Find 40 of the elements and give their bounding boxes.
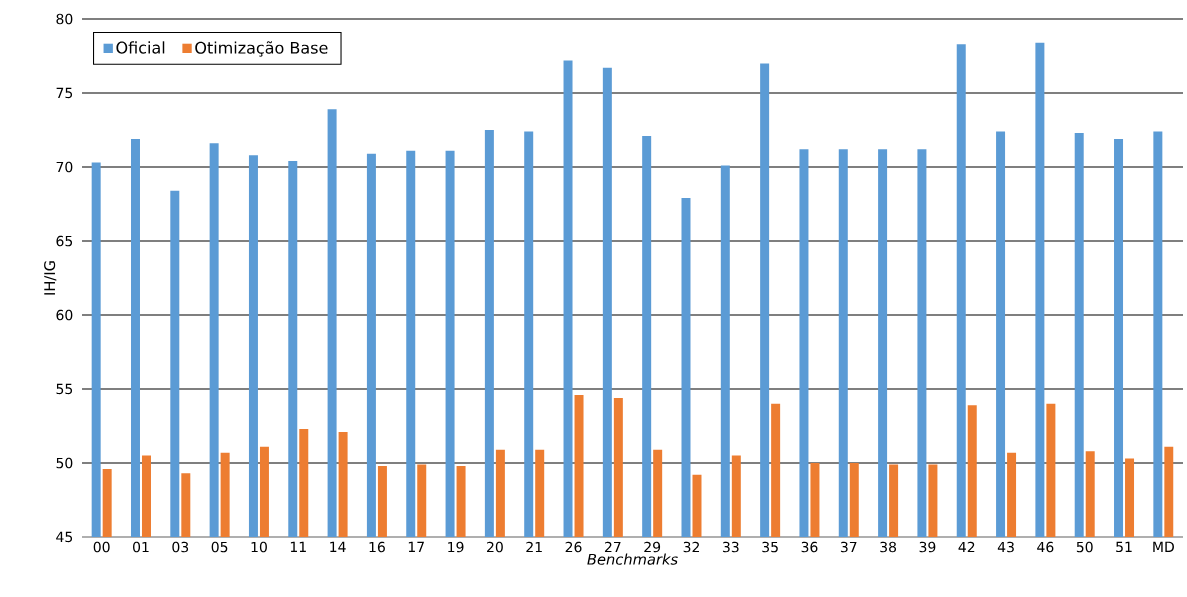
x-tick-label: 50: [1076, 541, 1093, 553]
y-tick-label: 55: [56, 383, 73, 395]
x-tick-label: 32: [683, 541, 699, 553]
y-tick-label: 75: [56, 87, 73, 99]
x-tick-label: 19: [448, 541, 464, 553]
x-tick-label: 27: [604, 541, 621, 553]
x-tick-label: 39: [919, 541, 936, 553]
y-tick-label: 50: [56, 457, 73, 469]
x-axis-title: Benchmarks: [587, 553, 678, 565]
x-tick-label: 03: [172, 541, 189, 553]
x-tick-label: 51: [1116, 541, 1132, 553]
x-tick-label: 05: [211, 541, 228, 553]
x-tick-label: 11: [290, 541, 306, 552]
x-tick-label: 42: [958, 541, 975, 553]
legend-label: Otimização Base: [195, 41, 328, 57]
x-tick-label: 14: [330, 541, 346, 552]
y-tick-label: 80: [56, 13, 73, 25]
x-tick-label: 01: [133, 541, 149, 553]
y-tick-label: 60: [56, 309, 73, 321]
x-tick-label: 00: [93, 541, 110, 553]
x-tick-label: 21: [526, 541, 542, 553]
x-tick-label: 35: [762, 541, 778, 553]
x-tick-label: MD: [1153, 541, 1174, 552]
legend-label: Oficial: [116, 41, 165, 54]
x-tick-label: 36: [801, 541, 818, 553]
y-axis-title: IH/IG: [44, 261, 57, 295]
x-tick-label: 43: [997, 541, 1014, 553]
x-tick-label: 20: [487, 541, 503, 553]
x-tick-label: 16: [369, 541, 385, 553]
x-tick-label: 29: [644, 541, 661, 553]
x-tick-label: 38: [880, 541, 897, 553]
x-tick-label: 37: [840, 541, 857, 553]
x-tick-label: 10: [251, 541, 267, 553]
x-tick-label: 17: [408, 541, 424, 552]
x-tick-label: 33: [722, 541, 739, 553]
y-tick-label: 70: [56, 161, 73, 173]
y-tick-label: 45: [56, 531, 73, 543]
x-tick-label: 26: [565, 541, 582, 553]
y-tick-label: 65: [56, 235, 73, 247]
x-tick-label: 46: [1037, 541, 1054, 553]
